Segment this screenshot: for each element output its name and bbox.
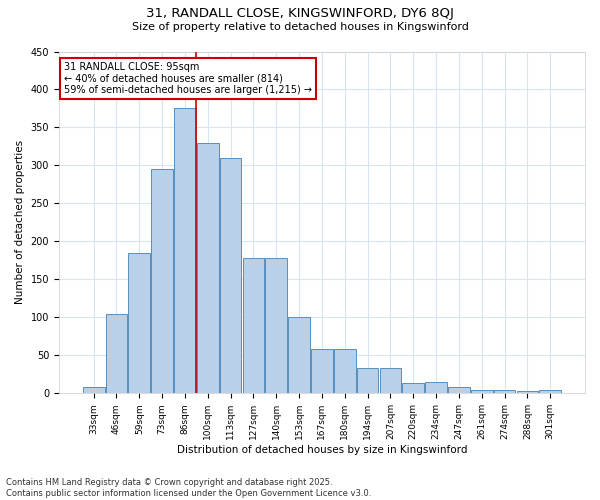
Bar — [403, 384, 424, 394]
Bar — [83, 388, 104, 394]
Bar — [265, 258, 287, 394]
Bar — [151, 169, 173, 394]
Bar — [174, 108, 196, 394]
Bar — [288, 318, 310, 394]
Bar — [106, 314, 127, 394]
Bar — [128, 253, 150, 394]
Bar — [539, 390, 561, 394]
Bar — [242, 258, 265, 394]
Y-axis label: Number of detached properties: Number of detached properties — [15, 140, 25, 304]
Bar — [517, 391, 538, 394]
Bar — [197, 142, 218, 394]
X-axis label: Distribution of detached houses by size in Kingswinford: Distribution of detached houses by size … — [177, 445, 467, 455]
Bar — [425, 382, 447, 394]
Bar — [494, 390, 515, 394]
Text: 31 RANDALL CLOSE: 95sqm
← 40% of detached houses are smaller (814)
59% of semi-d: 31 RANDALL CLOSE: 95sqm ← 40% of detache… — [64, 62, 312, 95]
Bar — [357, 368, 379, 394]
Bar — [311, 350, 333, 394]
Text: 31, RANDALL CLOSE, KINGSWINFORD, DY6 8QJ: 31, RANDALL CLOSE, KINGSWINFORD, DY6 8QJ — [146, 8, 454, 20]
Bar — [380, 368, 401, 394]
Text: Size of property relative to detached houses in Kingswinford: Size of property relative to detached ho… — [131, 22, 469, 32]
Text: Contains HM Land Registry data © Crown copyright and database right 2025.
Contai: Contains HM Land Registry data © Crown c… — [6, 478, 371, 498]
Bar — [448, 388, 470, 394]
Bar — [334, 350, 356, 394]
Bar — [220, 158, 241, 394]
Bar — [471, 390, 493, 394]
